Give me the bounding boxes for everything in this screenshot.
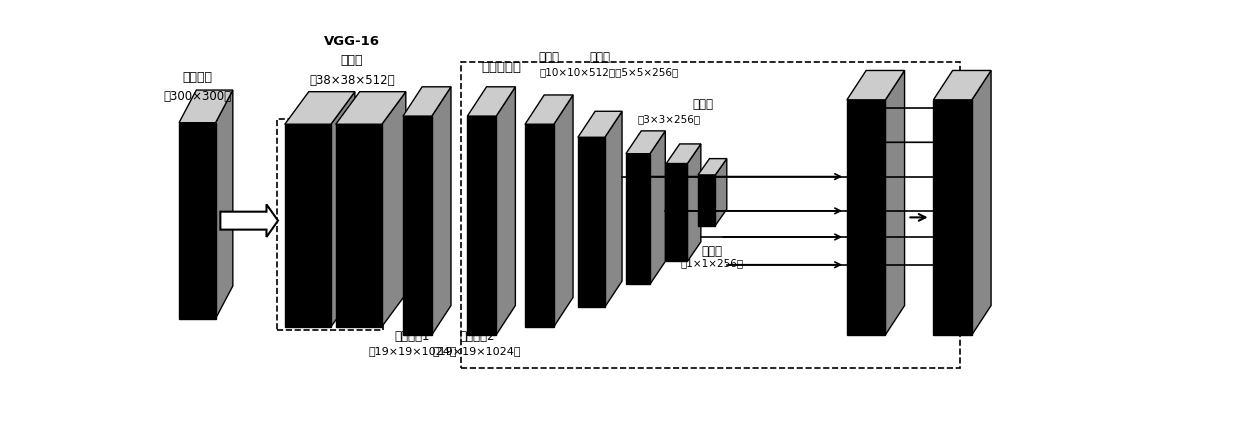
Text: （19×19×1024）: （19×19×1024） bbox=[433, 346, 521, 356]
Polygon shape bbox=[467, 116, 496, 335]
Polygon shape bbox=[578, 137, 605, 307]
Polygon shape bbox=[554, 95, 573, 327]
Bar bbox=[460, 62, 960, 368]
Polygon shape bbox=[578, 111, 622, 137]
Polygon shape bbox=[605, 111, 622, 307]
Polygon shape bbox=[382, 92, 405, 327]
Polygon shape bbox=[331, 92, 355, 327]
Polygon shape bbox=[285, 124, 331, 327]
Polygon shape bbox=[666, 164, 687, 262]
Polygon shape bbox=[432, 87, 451, 335]
Polygon shape bbox=[179, 90, 233, 123]
Text: 输入图像: 输入图像 bbox=[182, 70, 212, 84]
Polygon shape bbox=[934, 100, 972, 335]
Polygon shape bbox=[698, 159, 727, 175]
Polygon shape bbox=[847, 70, 905, 100]
Polygon shape bbox=[666, 144, 701, 164]
Polygon shape bbox=[403, 87, 451, 116]
Polygon shape bbox=[650, 131, 666, 285]
Bar bbox=[277, 120, 383, 330]
Text: （38×38×512）: （38×38×512） bbox=[309, 74, 394, 87]
Polygon shape bbox=[336, 92, 405, 124]
Text: （19×19×1024）: （19×19×1024） bbox=[368, 346, 456, 356]
Polygon shape bbox=[847, 100, 885, 335]
Polygon shape bbox=[216, 90, 233, 318]
Polygon shape bbox=[403, 116, 432, 335]
Text: 卷积层: 卷积层 bbox=[692, 98, 713, 111]
Polygon shape bbox=[626, 131, 666, 154]
Polygon shape bbox=[221, 204, 278, 237]
Polygon shape bbox=[715, 159, 727, 226]
Text: 卷积层: 卷积层 bbox=[589, 51, 610, 64]
Polygon shape bbox=[525, 95, 573, 124]
Text: （1×1×256）: （1×1×256） bbox=[681, 258, 744, 268]
Text: 全连接屢2: 全连接屢2 bbox=[459, 330, 495, 343]
Text: 全连接屢1: 全连接屢1 bbox=[394, 330, 430, 343]
Polygon shape bbox=[687, 144, 701, 262]
Polygon shape bbox=[626, 154, 650, 285]
Polygon shape bbox=[972, 70, 991, 335]
Text: 池化层: 池化层 bbox=[702, 245, 723, 258]
Polygon shape bbox=[496, 87, 516, 335]
Polygon shape bbox=[336, 124, 382, 327]
Text: 特征提取层: 特征提取层 bbox=[481, 61, 522, 74]
Text: （300×300）: （300×300） bbox=[164, 90, 232, 103]
Polygon shape bbox=[285, 92, 355, 124]
Polygon shape bbox=[467, 87, 516, 116]
Text: 卷积层: 卷积层 bbox=[538, 51, 559, 64]
Text: （3×3×256）: （3×3×256） bbox=[637, 114, 701, 124]
Polygon shape bbox=[525, 124, 554, 327]
Text: （10×10×512）（5×5×256）: （10×10×512）（5×5×256） bbox=[539, 67, 678, 77]
Polygon shape bbox=[179, 123, 216, 318]
Polygon shape bbox=[698, 175, 715, 226]
Polygon shape bbox=[885, 70, 905, 335]
Text: VGG-16: VGG-16 bbox=[324, 35, 379, 47]
Text: 前四层: 前四层 bbox=[341, 54, 363, 67]
Polygon shape bbox=[934, 70, 991, 100]
